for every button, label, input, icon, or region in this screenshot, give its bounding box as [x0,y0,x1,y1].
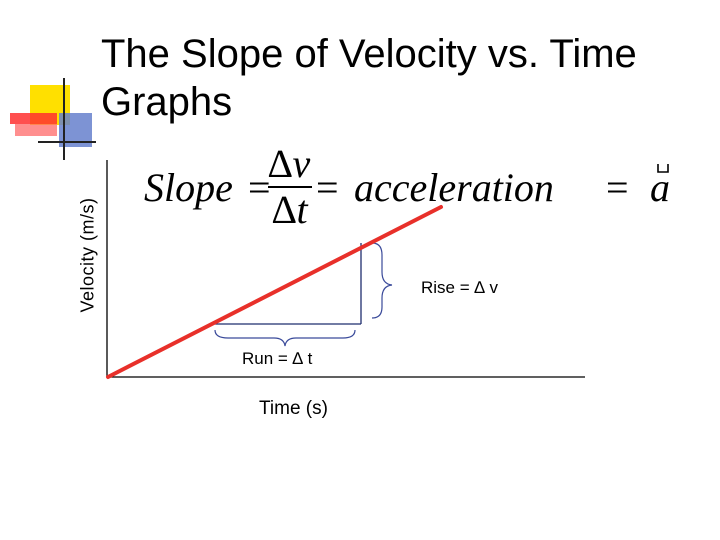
x-axis-label: Time (s) [259,398,328,419]
equation-lhs: Slope [144,165,233,210]
equation-numerator: ∆v [268,141,311,186]
equation-equals: = [606,165,629,210]
rise-label: Rise = ∆ v [421,278,499,297]
equation-equals: = [316,165,339,210]
decor-red-bar [15,124,57,136]
run-label: Run = ∆ t [242,349,313,368]
velocity-line [106,205,443,379]
decor-horizontal-line [38,141,96,143]
y-axis-label: Velocity (m/s) [77,197,98,313]
slide-title-line1: The Slope of Velocity vs. Time [101,32,637,76]
slide-title-line2: Graphs [101,80,233,124]
rise-brace [371,242,393,319]
equation-equals: = [248,165,271,210]
decor-vertical-line [63,78,65,160]
equation-rhs: a [650,165,670,210]
equation-denominator: ∆t [272,187,308,232]
decor-red-bar [10,113,57,124]
slide-title: The Slope of Velocity vs. Time Graphs [101,30,711,126]
equation-word: acceleration [354,165,554,210]
vector-arrow-icon [657,164,669,173]
run-brace [214,329,356,347]
fraction-bar [268,186,312,188]
